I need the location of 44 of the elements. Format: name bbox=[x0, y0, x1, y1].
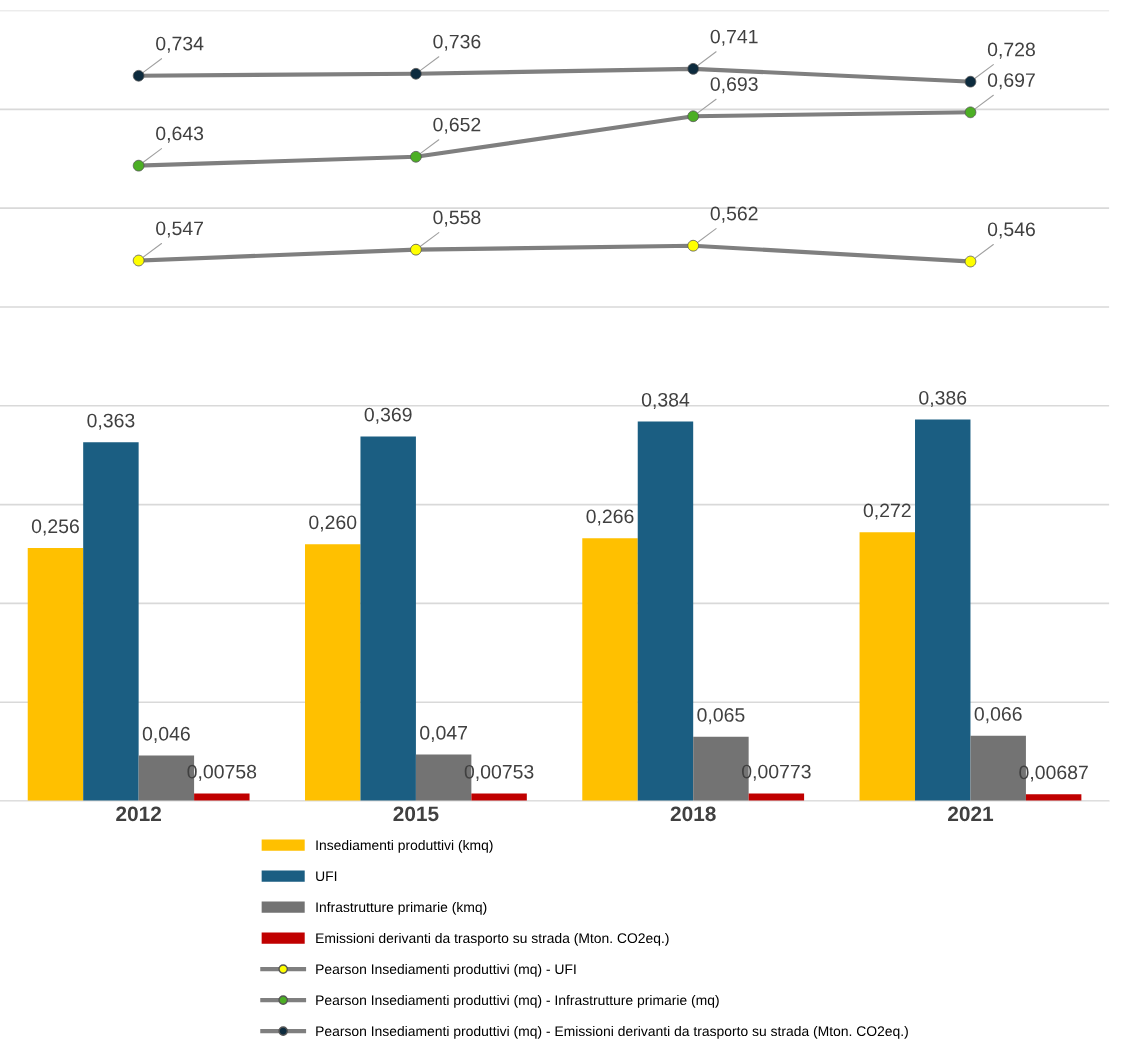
data-label: 0,369 bbox=[364, 407, 412, 424]
data-label: 0,384 bbox=[641, 392, 690, 409]
data-label: 0,547 bbox=[156, 221, 203, 238]
data-label: 0,736 bbox=[433, 34, 481, 51]
data-label: 0,363 bbox=[87, 413, 135, 430]
data-label: 0,734 bbox=[156, 36, 204, 53]
data-label: 0,272 bbox=[863, 503, 911, 520]
bar bbox=[305, 544, 361, 802]
bar bbox=[915, 419, 971, 802]
data-label: 0,652 bbox=[433, 117, 481, 134]
data-label: 0,741 bbox=[710, 29, 758, 46]
legend-label: Insediamenti produttivi (kmq) bbox=[316, 839, 493, 853]
x-tick-label: 2012 bbox=[116, 806, 161, 822]
data-label: 0,728 bbox=[987, 42, 1035, 59]
data-label: 0,546 bbox=[987, 222, 1035, 239]
data-label: 0,046 bbox=[142, 726, 190, 743]
bar bbox=[83, 442, 139, 802]
bar bbox=[582, 538, 638, 802]
data-label: 0,066 bbox=[974, 707, 1022, 724]
bar bbox=[27, 548, 84, 802]
bar bbox=[360, 436, 416, 802]
data-label: 0,266 bbox=[586, 509, 634, 526]
bar bbox=[637, 421, 694, 802]
data-label: 0,256 bbox=[31, 519, 79, 536]
data-label: 0,260 bbox=[309, 515, 357, 532]
legend-label: Pearson Insediamenti produttivi (mq) - Infrastrutture primarie (mq) bbox=[316, 994, 719, 1008]
data-label: 0,643 bbox=[156, 126, 204, 143]
legend-label: UFI bbox=[316, 871, 337, 882]
data-label: 0,562 bbox=[710, 206, 758, 223]
legend-label: Pearson Insediamenti produttivi (mq) - UFI bbox=[316, 963, 576, 977]
legend-label: Emissioni derivanti da trasporto su strada (Mton. CO2eq.) bbox=[316, 932, 669, 946]
data-label: 0,065 bbox=[697, 708, 745, 725]
data-label: 0,697 bbox=[987, 73, 1035, 90]
x-tick-label: 2018 bbox=[670, 806, 716, 822]
legend-label: Infrastrutture primarie (kmq) bbox=[316, 901, 487, 915]
legend-label: Pearson Insediamenti produttivi (mq) - Emissioni derivanti da trasporto su strada (Mton. CO2eq.) bbox=[316, 1025, 908, 1039]
data-label: 0,693 bbox=[710, 77, 758, 94]
x-tick-label: 2021 bbox=[948, 806, 994, 822]
bar bbox=[748, 793, 805, 802]
bar bbox=[859, 532, 916, 802]
data-label: 0,386 bbox=[919, 390, 967, 407]
x-tick-label: 2015 bbox=[393, 806, 439, 822]
data-label: 0,047 bbox=[420, 725, 467, 742]
data-label: 0,558 bbox=[433, 210, 481, 227]
